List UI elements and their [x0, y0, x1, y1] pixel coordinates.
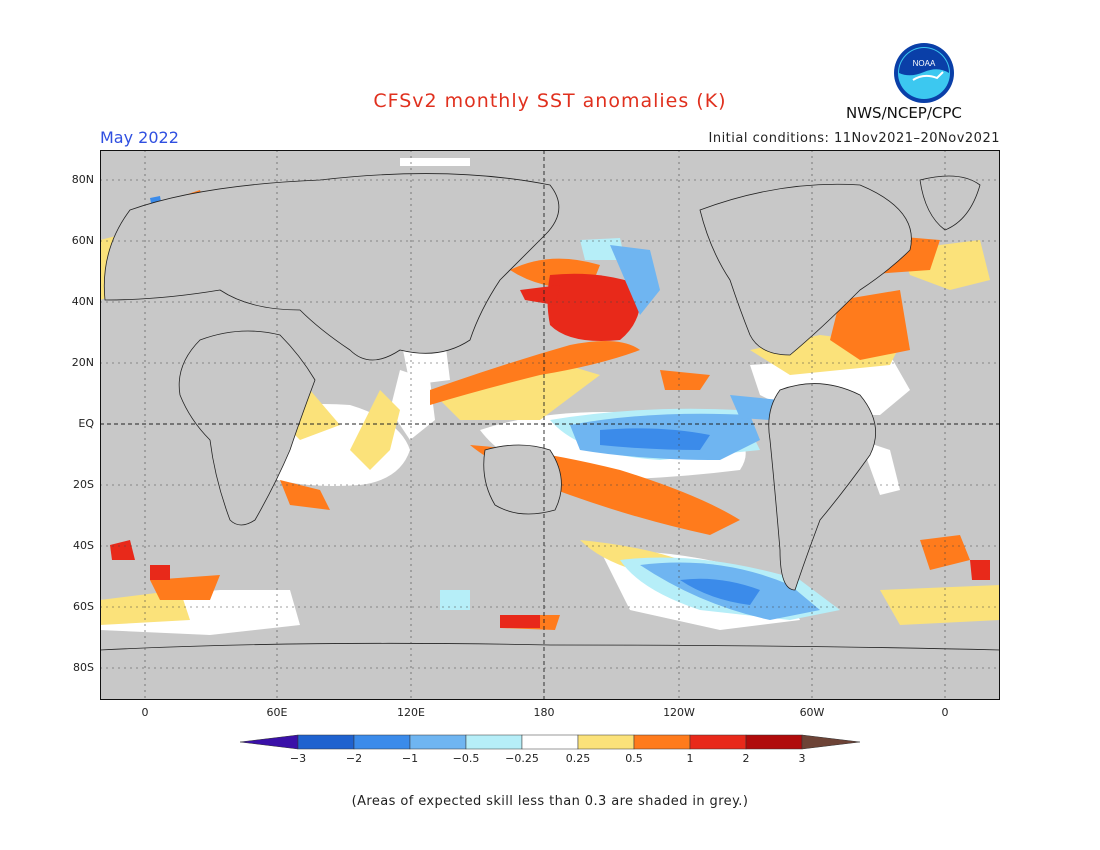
colorbar-tick-label: 3: [798, 752, 806, 765]
colorbar-swatch: [353, 734, 411, 750]
colorbar-tick-label: 0.5: [625, 752, 643, 765]
colorbar-swatch: [633, 734, 691, 750]
colorbar-tick-label: −0.5: [452, 752, 480, 765]
colorbar-tick-label: 1: [686, 752, 694, 765]
north-america: [699, 183, 912, 356]
australia: [483, 444, 562, 515]
greenland: [919, 175, 981, 231]
colorbar-tick-label: 0.25: [565, 752, 591, 765]
strong-cool-regions: [150, 196, 760, 605]
colorbar-tick-label: 2: [742, 752, 750, 765]
skill-footnote: (Areas of expected skill less than 0.3 a…: [351, 794, 749, 809]
lat-label: 60S: [73, 600, 94, 613]
colorbar-swatch: [745, 734, 803, 750]
lat-label: 40S: [73, 539, 94, 552]
south-america: [768, 383, 876, 591]
sst-anomaly-map: [100, 150, 1000, 700]
colorbar-min-triangle: [240, 734, 299, 750]
colorbar-tick-label: −3: [289, 752, 307, 765]
colorbar-swatch: [689, 734, 747, 750]
lon-label: 0: [141, 706, 149, 719]
map-title: CFSv2 monthly SST anomalies (K): [373, 90, 727, 112]
lon-label: 120E: [397, 706, 425, 719]
lat-label: 40N: [71, 295, 94, 308]
colorbar-tick-label: −1: [401, 752, 419, 765]
equator-dateline: [100, 150, 1000, 700]
colorbar-swatch: [465, 734, 523, 750]
lon-label: 180: [533, 706, 555, 719]
lat-label: 20S: [73, 478, 94, 491]
colorbar-swatch: [521, 734, 579, 750]
antarctica: [100, 642, 1000, 700]
colorbar-tick-label: −0.25: [505, 752, 539, 765]
agency-label: NWS/NCEP/CPC: [846, 104, 962, 122]
strong-warm-regions: [110, 273, 990, 628]
africa: [178, 330, 316, 526]
noaa-logo: NOAA: [894, 43, 954, 103]
lat-label: EQ: [78, 417, 94, 430]
lon-label: 120W: [663, 706, 695, 719]
lon-label: 0: [941, 706, 949, 719]
logo-text: NOAA: [913, 59, 936, 68]
colorbar: [240, 734, 861, 750]
colorbar-swatch: [577, 734, 635, 750]
target-month-label: May 2022: [100, 128, 179, 147]
graticule: [100, 150, 1000, 700]
lon-label: 60E: [266, 706, 288, 719]
lat-label: 80S: [73, 661, 94, 674]
eurasia: [103, 173, 560, 361]
lat-label: 20N: [71, 356, 94, 369]
lon-label: 60W: [799, 706, 825, 719]
lat-label: 80N: [71, 173, 94, 186]
continents: [100, 173, 1000, 700]
initial-conditions-label: Initial conditions: 11Nov2021–20Nov2021: [708, 131, 1000, 146]
colorbar-swatch: [297, 734, 355, 750]
colorbar-tick-label: −2: [345, 752, 363, 765]
lat-label: 60N: [71, 234, 94, 247]
colorbar-swatch: [409, 734, 467, 750]
colorbar-max-triangle: [801, 734, 861, 750]
